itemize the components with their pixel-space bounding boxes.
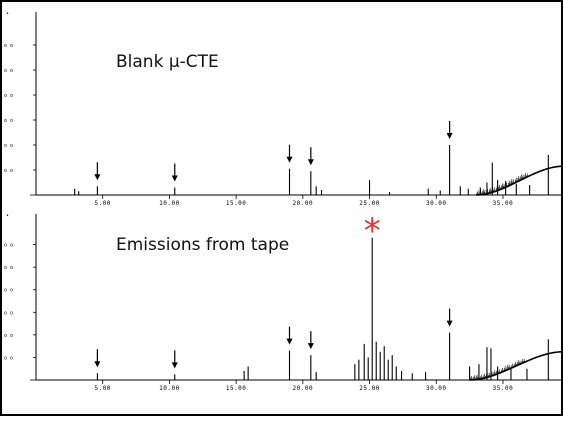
peak-arrow-head [286,338,293,345]
y-tick-label: o o [4,118,13,124]
y-tick-label: o o [4,168,13,174]
x-tick-label: 35.00 [493,200,514,207]
y-tick-label: o o [4,310,13,316]
y-tick-label: o o [4,265,13,271]
y-tick-label: o o [4,355,13,361]
peak-arrow-head [94,361,101,368]
x-tick-label: 15.00 [226,200,247,207]
x-tick-label: 25.00 [359,385,380,392]
y-axis-top-marker: • [6,11,9,17]
y-tick-label: o o [4,288,13,294]
x-tick-label: 30.00 [426,385,447,392]
peak-arrow-head [94,174,101,181]
peak-arrow-head [446,133,453,139]
y-tick-label: o o [4,68,13,74]
y-tick-label: o o [4,333,13,339]
peak-arrow-head [307,159,314,166]
y-tick-label: o o [4,243,13,249]
panel-title: Emissions from tape [116,235,289,255]
chart-panel-2: • o o o o o o o o o o o o 5.00 10.00 15.00 20.00 25… [4,211,563,392]
peak-arrow-head [307,343,314,350]
x-tick-label: 35.00 [493,385,514,392]
peak-arrow-head [446,320,453,327]
x-tick-label: 5.00 [94,200,110,207]
x-tick-label: 10.00 [159,385,180,392]
x-tick-label: 5.00 [94,385,110,392]
x-tick-label: 25.00 [359,200,380,207]
y-tick-label: o o [4,93,13,99]
panel-title: Blank μ-CTE [116,52,219,72]
x-tick-label: 30.00 [426,200,447,207]
peak-arrow-head [171,362,178,369]
x-tick-label: 20.00 [293,200,314,207]
y-axis-top-marker: • [6,213,9,219]
peak-arrow-head [286,156,293,163]
chart-panel-1: • o o o o o o o o o o o o 5.00 10.00 15.00 20.00 25… [4,11,563,207]
y-tick-label: o o [4,43,13,49]
x-tick-label: 10.00 [159,200,180,207]
x-tick-label: 20.00 [293,385,314,392]
x-tick-label: 15.00 [226,385,247,392]
highlight-asterisk-marker: * [364,211,381,251]
peak-arrow-head [171,175,178,182]
y-tick-label: o o [4,143,13,149]
